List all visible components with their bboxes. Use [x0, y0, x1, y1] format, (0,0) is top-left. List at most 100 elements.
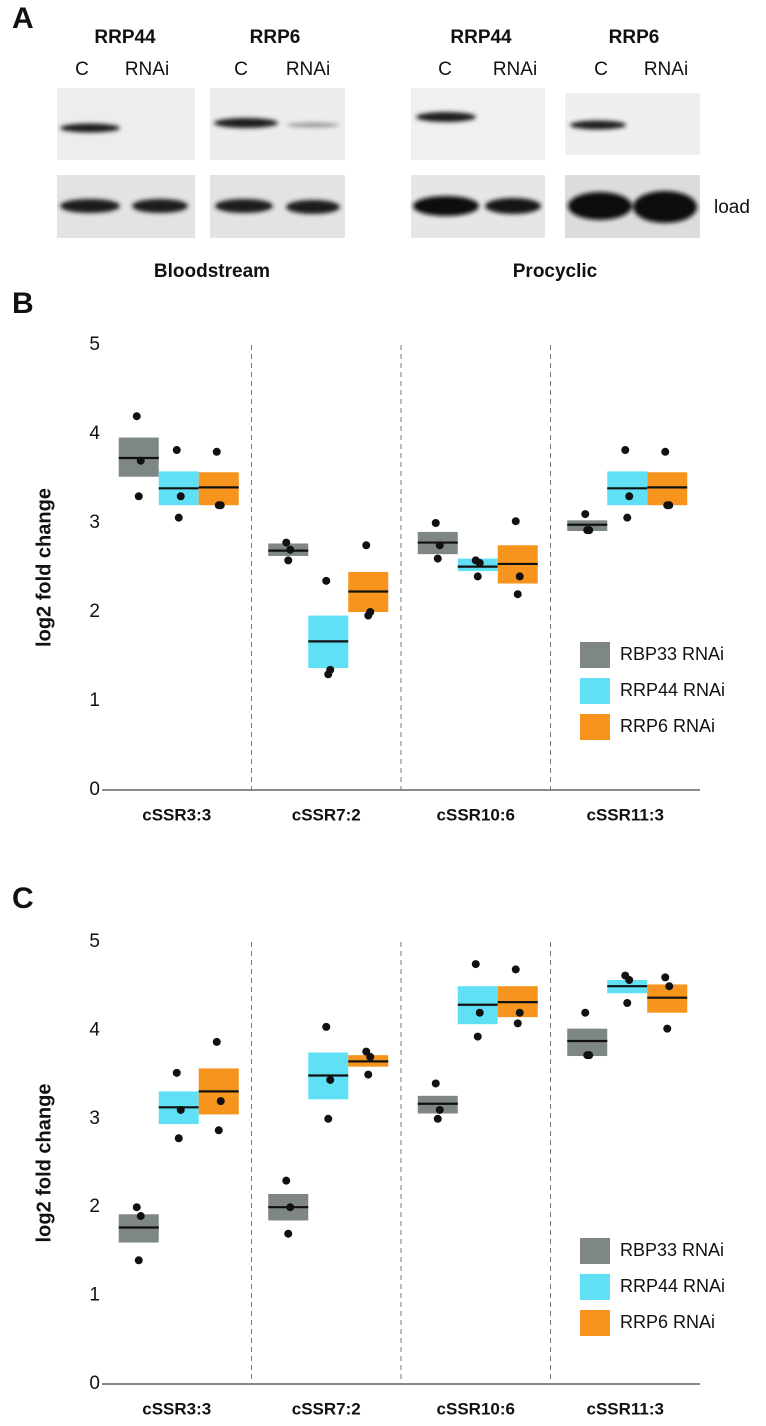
- protein-label: RRP6: [250, 27, 301, 48]
- band: [570, 120, 626, 130]
- data-point: [515, 1008, 524, 1017]
- data-point: [322, 1022, 331, 1031]
- data-point: [132, 1203, 141, 1212]
- x-tick-label: cSSR3:3: [142, 1399, 211, 1418]
- band: [287, 122, 339, 128]
- y-axis-label: log2 fold change: [33, 488, 55, 647]
- data-point: [623, 998, 632, 1007]
- protein-label: RRP44: [450, 27, 512, 48]
- y-tick-label: 1: [89, 1285, 100, 1306]
- band: [416, 112, 476, 122]
- band: [633, 191, 697, 223]
- data-point: [326, 1075, 335, 1084]
- data-point: [435, 541, 444, 550]
- data-point: [284, 1229, 293, 1238]
- y-tick-label: 3: [89, 512, 100, 533]
- band: [568, 192, 632, 220]
- y-tick-label: 5: [89, 334, 100, 355]
- x-tick-label: cSSR7:2: [292, 1399, 361, 1418]
- data-point: [174, 513, 183, 522]
- data-point: [134, 492, 143, 501]
- y-tick-label: 0: [89, 1373, 100, 1394]
- protein-label: RRP44: [94, 27, 156, 48]
- data-point: [322, 576, 331, 585]
- condition-label: Bloodstream: [154, 261, 270, 282]
- band: [60, 199, 120, 213]
- range-box: [647, 472, 688, 506]
- blot-panel: A RRP44 RRP6 RRP44 RRP6 C RNAi C RNAi C …: [12, 2, 750, 282]
- data-point: [214, 501, 223, 510]
- lane-label: RNAi: [286, 59, 330, 80]
- lane-label: RNAi: [493, 59, 537, 80]
- data-point: [625, 976, 634, 985]
- data-point: [661, 447, 670, 456]
- data-point: [364, 611, 373, 620]
- protein-label: RRP6: [609, 27, 660, 48]
- legend-swatch: [580, 642, 610, 668]
- y-tick-label: 1: [89, 690, 100, 711]
- y-tick-label: 2: [89, 1196, 100, 1217]
- data-point: [583, 526, 592, 535]
- data-point: [212, 447, 221, 456]
- data-point: [583, 1051, 592, 1060]
- y-axis-label: log2 fold change: [33, 1084, 55, 1243]
- legend-swatch: [580, 1274, 610, 1300]
- data-point: [511, 517, 520, 526]
- data-point: [284, 556, 293, 565]
- data-point: [134, 1256, 143, 1265]
- data-point: [136, 1212, 145, 1221]
- load-label: load: [714, 197, 750, 218]
- data-point: [282, 538, 291, 547]
- x-tick-label: cSSR7:2: [292, 805, 361, 824]
- legend-label: RRP44 RNAi: [620, 680, 725, 700]
- data-point: [471, 960, 480, 969]
- lane-label: RNAi: [644, 59, 688, 80]
- data-point: [473, 1032, 482, 1041]
- data-point: [621, 446, 630, 455]
- data-point: [132, 412, 141, 421]
- data-point: [136, 456, 145, 465]
- panel-letter: B: [12, 287, 34, 320]
- data-point: [214, 1126, 223, 1135]
- data-point: [513, 1019, 522, 1028]
- lane-label: C: [234, 59, 248, 80]
- data-point: [431, 519, 440, 527]
- data-point: [172, 1068, 181, 1077]
- y-tick-label: 3: [89, 1108, 100, 1129]
- data-point: [176, 1105, 185, 1114]
- data-point: [433, 1114, 442, 1123]
- x-tick-label: cSSR3:3: [142, 805, 211, 824]
- data-point: [475, 559, 484, 568]
- legend-label: RBP33 RNAi: [620, 1240, 724, 1260]
- band: [60, 123, 120, 133]
- legend-label: RRP6 RNAi: [620, 1312, 715, 1332]
- data-point: [513, 590, 522, 599]
- data-point: [623, 513, 632, 522]
- y-tick-label: 0: [89, 779, 100, 800]
- data-point: [216, 1097, 225, 1106]
- blot-image: [411, 88, 545, 160]
- data-point: [433, 554, 442, 563]
- legend-swatch: [580, 1310, 610, 1336]
- data-point: [581, 510, 590, 519]
- y-tick-label: 2: [89, 601, 100, 622]
- band: [286, 200, 340, 214]
- legend-swatch: [580, 678, 610, 704]
- x-tick-label: cSSR10:6: [437, 805, 515, 824]
- x-tick-label: cSSR11:3: [587, 805, 665, 824]
- legend-swatch: [580, 714, 610, 740]
- lane-label: C: [75, 59, 89, 80]
- data-point: [661, 973, 670, 982]
- data-point: [473, 572, 482, 581]
- x-tick-label: cSSR11:3: [587, 1399, 665, 1418]
- data-point: [475, 1008, 484, 1017]
- legend-label: RRP44 RNAi: [620, 1276, 725, 1296]
- panel-letter: A: [12, 2, 34, 35]
- band: [413, 196, 479, 216]
- blot-bands: [60, 112, 697, 223]
- data-point: [324, 1114, 333, 1123]
- data-point: [625, 492, 634, 501]
- legend-label: RRP6 RNAi: [620, 716, 715, 736]
- data-point: [511, 965, 520, 974]
